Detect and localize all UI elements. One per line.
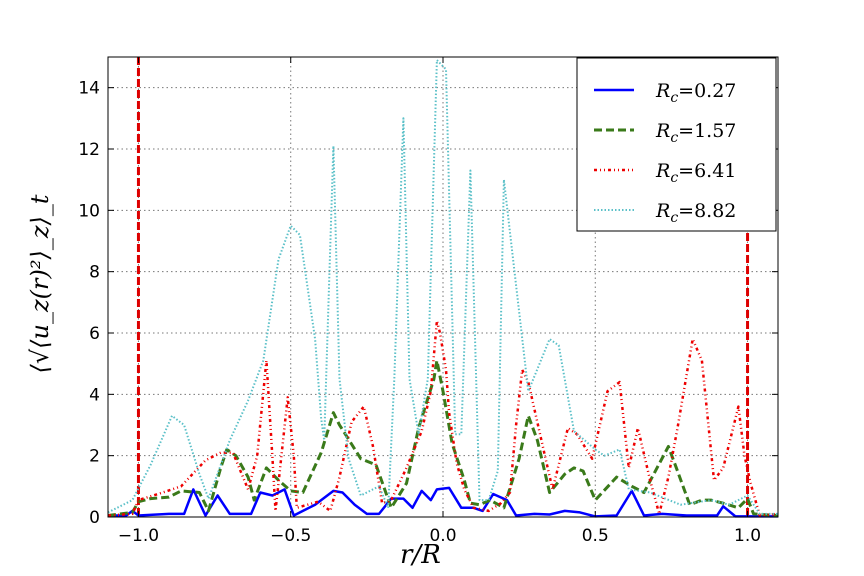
legend-subscript: c [670,90,678,106]
y-tick-label: 6 [89,324,100,344]
legend-label: Rc=6.41 [655,160,736,186]
y-axis-label: ⟨√⟨u_z(r)²⟩_z⟩_t [26,194,54,374]
legend-value: =6.41 [678,160,736,182]
series-line-2 [107,359,779,517]
legend-label: Rc=8.82 [655,200,736,226]
legend-symbol: R [655,160,670,182]
legend-box [576,57,777,232]
y-tick-label: 0 [89,508,100,528]
y-tick-label: 12 [78,140,100,160]
legend-label: Rc=1.57 [655,120,736,146]
x-tick-label: 0.5 [582,526,609,546]
legend-value: =0.27 [678,80,736,102]
legend-value: =8.82 [678,200,736,222]
y-tick-label: 10 [78,201,100,221]
axis-ticks: −1.0 −0.5 0.0 0.5 1.0 0 2 4 6 8 10 12 14 [78,57,778,546]
x-tick-label: −1.0 [118,526,159,546]
y-tick-label: 4 [89,385,100,405]
legend-subscript: c [670,130,678,146]
legend-symbol: R [655,200,670,222]
legend-symbol: R [655,80,670,102]
series-lines [107,59,779,518]
legend-value: =1.57 [678,120,736,142]
y-tick-label: 8 [89,263,100,283]
x-tick-label: 0.0 [429,526,456,546]
x-tick-label: 1.0 [734,526,761,546]
x-tick-label: −0.5 [270,526,311,546]
legend-subscript: c [670,210,678,226]
legend-label: Rc=0.27 [655,80,736,106]
series-line-4 [107,59,778,515]
y-tick-label: 14 [78,79,100,99]
x-axis-label: r/R [400,540,441,570]
y-tick-label: 2 [89,447,100,467]
series-line-1 [108,486,778,518]
legend-subscript: c [670,170,678,186]
legend-symbol: R [655,120,670,142]
